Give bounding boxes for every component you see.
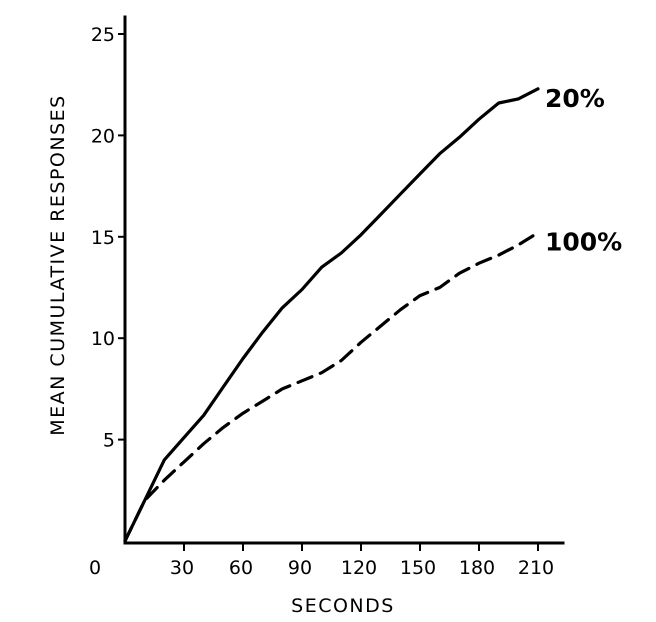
x-tick-label: 150 xyxy=(400,557,436,579)
axes xyxy=(123,15,565,545)
x-tick-label: 30 xyxy=(170,557,194,579)
series-20-percent-line xyxy=(123,87,540,543)
origin-label: 0 xyxy=(89,557,101,579)
series-20-percent-label: 20% xyxy=(545,84,605,113)
y-axis-ticks: 5 10 15 20 25 xyxy=(91,24,125,452)
x-tick-label: 90 xyxy=(288,557,312,579)
y-tick-label: 20 xyxy=(91,125,115,147)
series-100-percent-label: 100% xyxy=(545,228,622,257)
y-tick-label: 15 xyxy=(91,227,115,249)
x-axis-title: SECONDS xyxy=(291,595,395,617)
x-tick-label: 120 xyxy=(341,557,377,579)
x-tick-label: 180 xyxy=(459,557,495,579)
x-tick-label: 60 xyxy=(229,557,253,579)
series-100-percent-line xyxy=(123,231,540,543)
series-labels: 20% 100% xyxy=(545,84,622,257)
series-lines xyxy=(123,87,540,543)
x-tick-label: 210 xyxy=(518,557,554,579)
y-tick-label: 10 xyxy=(91,328,115,350)
y-tick-label: 25 xyxy=(91,24,115,46)
x-axis-ticks: 30 60 90 120 150 180 210 xyxy=(170,543,554,579)
y-tick-label: 5 xyxy=(103,430,115,452)
y-axis-title: MEAN CUMULATIVE RESPONSES xyxy=(47,94,69,435)
